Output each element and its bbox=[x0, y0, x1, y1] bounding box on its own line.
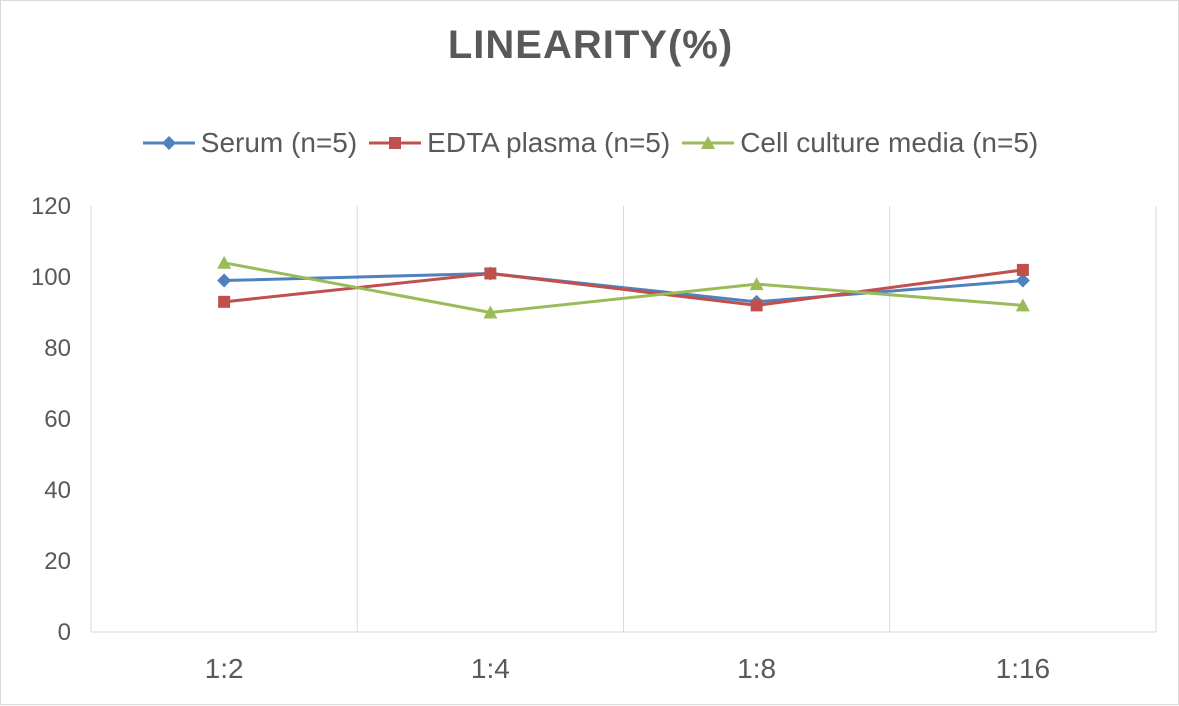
chart-legend: Serum (n=5) EDTA plasma (n=5) Cell cultu… bbox=[1, 121, 1179, 165]
data-point-serum bbox=[1015, 273, 1030, 288]
legend-label-serum: Serum (n=5) bbox=[200, 127, 358, 158]
data-point-cell-culture-media bbox=[217, 255, 232, 269]
y-tick-label: 80 bbox=[44, 335, 71, 362]
legend-marker-cell-culture-media bbox=[682, 136, 735, 149]
data-point-cell-culture-media bbox=[1015, 298, 1030, 312]
data-point-edta-plasma bbox=[1016, 263, 1029, 276]
x-tick-label: 1:8 bbox=[737, 653, 776, 684]
data-point-cell-culture-media bbox=[483, 305, 498, 319]
data-point-serum bbox=[217, 273, 232, 288]
y-tick-label: 20 bbox=[44, 548, 71, 575]
x-tick-label: 1:4 bbox=[471, 653, 510, 684]
y-tick-label: 60 bbox=[44, 406, 71, 433]
data-point-edta-plasma bbox=[750, 299, 763, 312]
legend-label-edta-plasma: EDTA plasma (n=5) bbox=[427, 127, 671, 158]
legend-marker-edta-plasma bbox=[369, 137, 422, 149]
data-point-edta-plasma bbox=[484, 267, 497, 280]
y-tick-label: 40 bbox=[44, 477, 71, 504]
data-point-cell-culture-media bbox=[749, 277, 764, 291]
chart-title: LINEARITY(%) bbox=[447, 23, 734, 67]
x-tick-label: 1:16 bbox=[996, 653, 1051, 684]
series-line-cell-culture-media bbox=[223, 261, 1023, 314]
legend-item-serum: Serum (n=5) bbox=[142, 127, 358, 159]
series-line-serum bbox=[224, 271, 1023, 304]
data-point-edta-plasma bbox=[218, 295, 231, 308]
legend-item-edta-plasma: EDTA plasma (n=5) bbox=[369, 127, 670, 159]
legend-item-cell-culture-media: Cell culture media (n=5) bbox=[682, 127, 1038, 159]
y-tick-label: 120 bbox=[31, 193, 71, 220]
y-tick-label: 100 bbox=[31, 264, 71, 291]
x-tick-label: 1:2 bbox=[205, 653, 244, 684]
legend-marker-serum bbox=[142, 136, 195, 150]
legend-label-cell-culture-media: Cell culture media (n=5) bbox=[740, 127, 1039, 158]
y-tick-label: 0 bbox=[58, 619, 71, 646]
